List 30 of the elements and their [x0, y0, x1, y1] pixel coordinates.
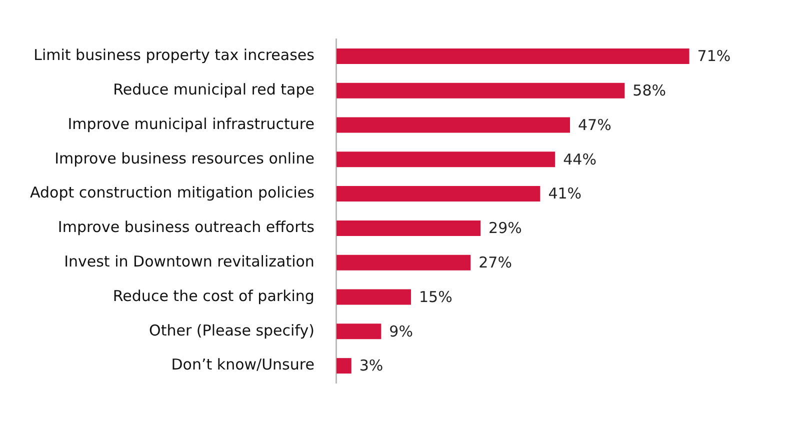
data-label: 9% [389, 322, 413, 340]
y-tick-label: Improve business resources online [54, 149, 314, 168]
bar [336, 358, 352, 374]
bar [336, 117, 570, 133]
data-label: 15% [418, 288, 452, 306]
y-tick-label: Limit business property tax increases [34, 46, 315, 64]
data-label: 47% [578, 116, 612, 134]
y-tick-label: Don’t know/Unsure [171, 356, 314, 374]
data-label: 41% [548, 184, 582, 203]
data-label: 29% [488, 219, 522, 238]
data-label: 71% [697, 47, 731, 66]
bar [336, 254, 471, 270]
y-tick-label: Other (Please specify) [149, 321, 314, 340]
data-label: 3% [359, 356, 384, 375]
y-tick-label: Adopt construction mitigation policies [30, 184, 315, 202]
y-tick-label: Invest in Downtown revitalization [64, 252, 314, 270]
data-label: 44% [563, 150, 596, 168]
bar [336, 48, 690, 64]
y-tick-label: Improve municipal infrastructure [68, 114, 314, 133]
y-tick-label: Reduce municipal red tape [113, 80, 314, 98]
bar [336, 324, 382, 340]
y-tick-label: Improve business outreach efforts [58, 218, 315, 236]
data-label: 27% [478, 253, 512, 272]
bar [336, 186, 540, 202]
y-tick-label: Reduce the cost of parking [112, 286, 314, 305]
data-label: 58% [632, 81, 666, 100]
bar [336, 220, 481, 236]
bar [336, 82, 625, 98]
bar [336, 289, 411, 305]
bar [336, 152, 556, 168]
